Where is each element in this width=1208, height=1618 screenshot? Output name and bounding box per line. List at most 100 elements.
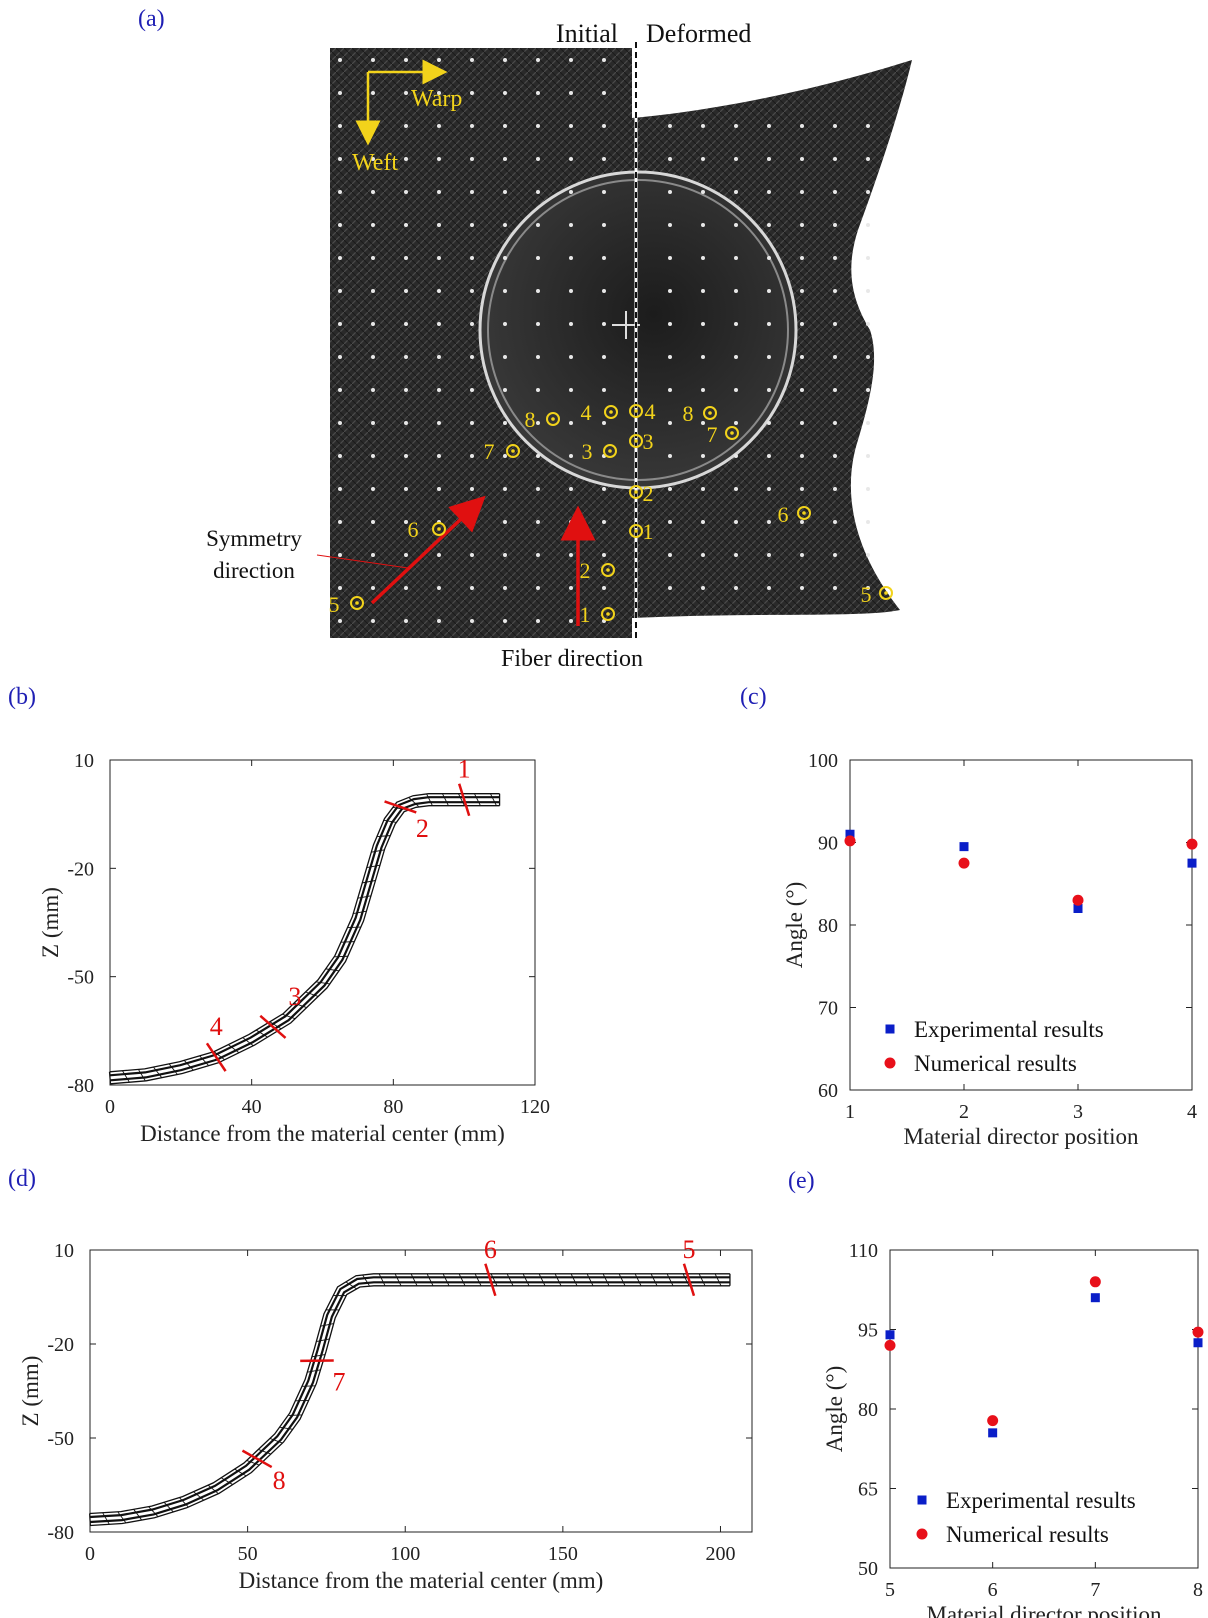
shell-layer-line <box>90 1285 730 1527</box>
numerical-point-8 <box>1192 1326 1204 1338</box>
grid-dot-54 <box>470 190 474 194</box>
shell-element-tick <box>228 1044 240 1054</box>
grid-dot-195 <box>371 487 375 491</box>
grid-dot-257 <box>866 586 870 590</box>
grid-dot-130 <box>338 355 342 359</box>
shell-element-tick <box>316 981 330 985</box>
shell-element-tick <box>634 1273 642 1286</box>
shell-element-tick <box>307 1369 321 1373</box>
grid-dot-172 <box>701 421 705 425</box>
director-marker-2 <box>384 800 417 814</box>
marker-ring-5-right <box>879 586 893 600</box>
cup-rim <box>478 170 798 490</box>
y-axis-label: Z (mm) <box>38 887 63 958</box>
grid-dot-220 <box>701 520 705 524</box>
grid-dot-88 <box>536 256 540 260</box>
shell-element-tick <box>179 1497 189 1508</box>
marker-ring-7-left <box>506 444 520 458</box>
grid-dot-133 <box>437 355 441 359</box>
grid-dot-175 <box>800 421 804 425</box>
grid-dot-121 <box>569 322 573 326</box>
symmetry-label-line1: Symmetry <box>206 526 302 551</box>
y-tick-label: -50 <box>47 1428 74 1450</box>
numerical-point-5 <box>884 1339 896 1351</box>
grid-dot-105 <box>569 289 573 293</box>
shell-element-tick <box>426 1273 434 1286</box>
grid-dot-63 <box>800 190 804 194</box>
shell-element-tick <box>193 1491 205 1501</box>
grid-dot-24 <box>536 124 540 128</box>
shell-element-tick <box>522 1273 530 1286</box>
shell-element-tick <box>311 1354 326 1358</box>
grid-dot-152 <box>536 388 540 392</box>
shell-element-tick <box>362 1274 371 1287</box>
experimental-point-3 <box>1073 904 1083 913</box>
x-tick-label: 7 <box>1090 1579 1100 1601</box>
shell-element-tick <box>199 1055 210 1066</box>
grid-dot-202 <box>602 487 606 491</box>
grid-dot-26 <box>602 124 606 128</box>
grid-dot-134 <box>470 355 474 359</box>
grid-dot-68 <box>404 223 408 227</box>
grid-dot-248 <box>536 586 540 590</box>
shell-element-tick <box>682 1273 690 1286</box>
grid-dot-22 <box>470 124 474 128</box>
grid-dot-218 <box>602 520 606 524</box>
y-tick-label: 60 <box>818 1080 838 1102</box>
y-tick-label: 90 <box>818 833 838 855</box>
x-tick-label: 4 <box>1187 1101 1197 1123</box>
grid-dot-131 <box>371 355 375 359</box>
shell-layer-line <box>110 801 500 1082</box>
grid-dot-15 <box>536 91 540 95</box>
marker-ring-6-left <box>432 522 446 536</box>
marker-dot-4-left <box>609 410 613 414</box>
grid-dot-259 <box>371 619 375 623</box>
shell-element-tick <box>213 1051 225 1061</box>
marker-dot-1-right <box>634 529 638 533</box>
grid-dot-177 <box>866 421 870 425</box>
director-label-5: 5 <box>682 1235 695 1264</box>
grid-dot-27 <box>668 124 672 128</box>
shell-layer-line <box>109 796 500 1077</box>
shell-element-tick <box>586 1273 594 1286</box>
marker-label-2-left: 2 <box>580 558 591 583</box>
grid-dot-138 <box>602 355 606 359</box>
grid-dot-156 <box>701 388 705 392</box>
y-tick-label: 65 <box>858 1479 878 1501</box>
director-label-1: 1 <box>458 755 471 784</box>
grid-dot-229 <box>437 553 441 557</box>
director-marker-4 <box>205 1042 227 1072</box>
grid-dot-62 <box>767 190 771 194</box>
grid-dot-237 <box>734 553 738 557</box>
grid-dot-90 <box>602 256 606 260</box>
director-marker-1 <box>457 783 471 817</box>
grid-dot-51 <box>371 190 375 194</box>
grid-dot-216 <box>536 520 540 524</box>
grid-dot-179 <box>371 454 375 458</box>
grid-dot-205 <box>734 487 738 491</box>
marker-ring-3-left <box>603 444 617 458</box>
director-label-8: 8 <box>273 1466 286 1495</box>
grid-dot-78 <box>767 223 771 227</box>
shell-layer-line <box>89 1273 730 1515</box>
shell-element-tick <box>163 1501 174 1513</box>
profile-chart-b: 0 40 80 120 10 -20 -50 -80 Distance from the mat… <box>38 750 550 1146</box>
grid-dot-256 <box>833 586 837 590</box>
y-tick-label: 50 <box>858 1558 878 1580</box>
grid-dot-122 <box>602 322 606 326</box>
fiber-direction-label: Fiber direction <box>501 646 643 672</box>
marker-ring-4-right <box>629 404 643 418</box>
legend-label-experimental: Experimental results <box>914 1017 1104 1042</box>
marker-label-1-left: 1 <box>580 602 591 627</box>
experimental-point-7 <box>1090 1293 1100 1303</box>
grid-dot-253 <box>734 586 738 590</box>
grid-dot-3 <box>437 58 441 62</box>
grid-dot-18 <box>338 124 342 128</box>
marker-label-7-left: 7 <box>484 439 495 464</box>
grid-dot-70 <box>470 223 474 227</box>
grid-dot-30 <box>767 124 771 128</box>
experimental-point-8 <box>1193 1338 1203 1348</box>
marker-dot-7-right <box>730 431 734 435</box>
grid-dot-56 <box>536 190 540 194</box>
x-tick-label: 100 <box>390 1543 420 1565</box>
